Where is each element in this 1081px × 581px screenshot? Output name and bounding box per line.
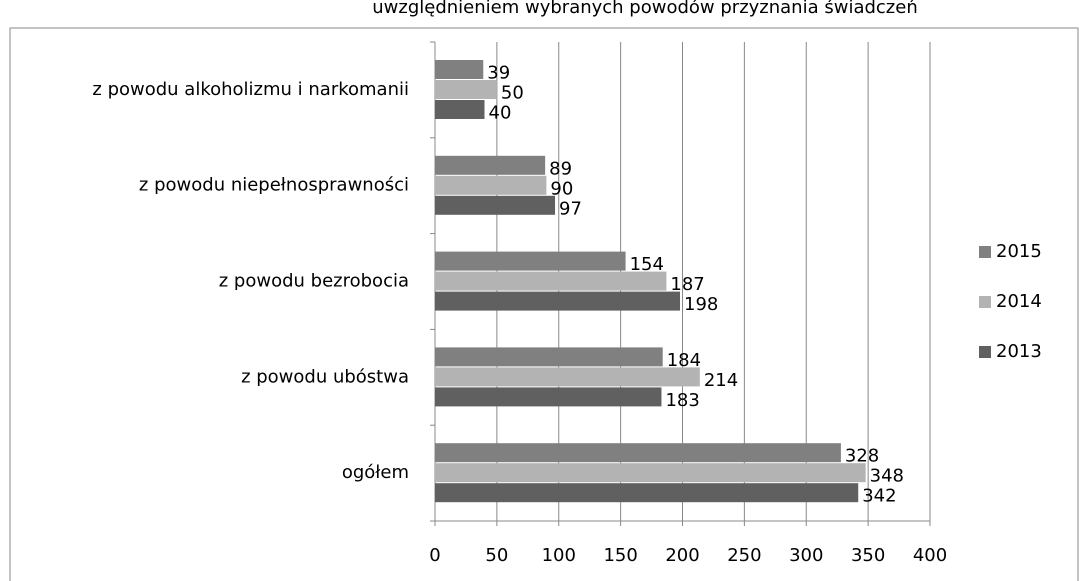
legend-swatch (979, 346, 991, 358)
legend-label: 2014 (996, 291, 1042, 312)
x-tick-label: 350 (851, 545, 885, 566)
bar (435, 347, 663, 367)
bar (435, 291, 681, 311)
y-tick-label: z powodu ubóstwa (241, 366, 409, 387)
data-label: 97 (559, 198, 582, 219)
data-label: 342 (862, 486, 896, 507)
x-tick-label: 250 (727, 545, 761, 566)
data-label: 154 (630, 254, 664, 275)
data-label: 90 (550, 178, 573, 199)
bar (435, 175, 547, 195)
bar (435, 100, 485, 119)
chart-frame (9, 27, 1079, 581)
data-label: 348 (870, 466, 904, 487)
x-tick-label: 100 (542, 545, 576, 566)
bar (435, 387, 662, 407)
data-label: 39 (487, 63, 510, 84)
bar (435, 483, 859, 503)
data-label: 187 (670, 274, 704, 295)
bar (435, 60, 484, 79)
y-tick-label: z powodu alkoholizmu i narkomanii (92, 79, 409, 100)
x-tick-label: 0 (429, 545, 440, 566)
data-label: 183 (665, 390, 699, 411)
y-tick-label: z powodu niepełnosprawności (139, 175, 409, 196)
bar (435, 443, 841, 463)
data-label: 89 (549, 158, 572, 179)
data-label: 50 (501, 83, 524, 104)
x-tick-label: 50 (485, 545, 508, 566)
y-tick-label: ogółem (342, 462, 409, 483)
x-tick-label: 300 (789, 545, 823, 566)
legend-swatch (979, 296, 991, 308)
bar (435, 80, 497, 99)
bar (435, 155, 546, 175)
data-label: 214 (704, 370, 738, 391)
data-label: 328 (845, 446, 879, 467)
bar (435, 195, 556, 215)
legend-swatch (979, 246, 991, 258)
bar (435, 367, 700, 387)
bar (435, 463, 866, 483)
y-tick-label: z powodu bezrobocia (219, 271, 409, 292)
data-label: 40 (489, 103, 512, 124)
bar (435, 271, 667, 291)
data-label: 184 (667, 350, 701, 371)
x-tick-label: 150 (603, 545, 637, 566)
legend-label: 2013 (996, 341, 1042, 362)
chart-title: uwzględnieniem wybranych powodów przyzna… (372, 0, 917, 18)
x-tick-label: 200 (665, 545, 699, 566)
x-tick-label: 400 (913, 545, 947, 566)
data-label: 198 (684, 294, 718, 315)
legend-label: 2015 (996, 241, 1042, 262)
bar (435, 251, 626, 271)
